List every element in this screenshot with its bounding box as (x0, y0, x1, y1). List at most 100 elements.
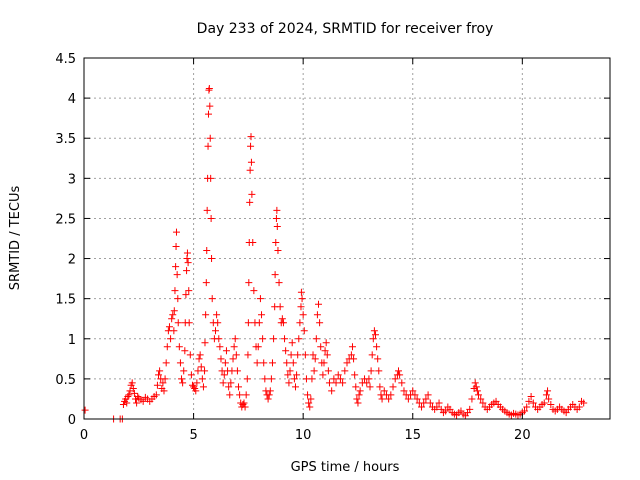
data-point (254, 343, 262, 351)
data-point (479, 399, 487, 407)
data-point (279, 319, 287, 327)
data-point (159, 379, 167, 387)
data-point (201, 367, 209, 375)
data-point (247, 133, 255, 141)
data-point (398, 379, 406, 387)
data-point (380, 387, 388, 395)
data-point (347, 351, 355, 359)
data-point (341, 367, 349, 375)
data-point (194, 367, 202, 375)
data-point (473, 387, 481, 395)
data-point (256, 295, 264, 303)
data-point (246, 198, 254, 206)
data-point (229, 355, 237, 363)
data-point (202, 311, 210, 319)
data-point (220, 371, 228, 379)
data-point (181, 347, 189, 355)
data-point (367, 367, 375, 375)
data-point (468, 395, 476, 403)
data-point (295, 335, 303, 343)
data-point (169, 311, 177, 319)
data-point (307, 395, 315, 403)
data-point (395, 367, 403, 375)
data-point (249, 239, 257, 247)
data-point (206, 134, 214, 142)
data-point (187, 371, 195, 379)
data-point (282, 347, 290, 355)
data-point (306, 403, 314, 411)
data-point (580, 399, 588, 407)
data-point (287, 351, 295, 359)
data-point (544, 387, 552, 395)
data-point (195, 355, 203, 363)
data-point (351, 371, 359, 379)
data-point (205, 84, 213, 92)
data-point (172, 243, 180, 251)
data-point (204, 142, 212, 150)
y-tick-label: 3 (68, 172, 76, 187)
data-point (125, 391, 133, 399)
data-point (420, 399, 428, 407)
data-point (284, 371, 292, 379)
data-point (370, 327, 378, 335)
data-point (424, 391, 432, 399)
data-point (290, 375, 298, 383)
data-point (185, 319, 193, 327)
data-point (353, 395, 361, 403)
x-axis-label: GPS time / hours (291, 460, 400, 475)
data-point (471, 379, 479, 387)
x-tick-label: 20 (514, 428, 531, 443)
data-point (348, 343, 356, 351)
data-point (81, 406, 89, 414)
y-tick-label: 2 (68, 253, 76, 268)
data-point (264, 395, 272, 403)
data-point (236, 391, 244, 399)
data-point (174, 295, 182, 303)
data-point (152, 391, 160, 399)
data-point (213, 311, 221, 319)
data-point (472, 383, 480, 391)
data-point (244, 351, 252, 359)
data-point (328, 387, 336, 395)
data-point (201, 339, 209, 347)
data-point (219, 379, 227, 387)
data-point (162, 359, 170, 367)
data-point (203, 247, 211, 255)
data-point (192, 387, 200, 395)
data-point (336, 375, 344, 383)
data-point (310, 367, 318, 375)
data-point (247, 158, 255, 166)
data-point (203, 206, 211, 214)
data-point (185, 287, 193, 295)
data-point (173, 271, 181, 279)
data-point (171, 287, 179, 295)
data-point (243, 375, 251, 383)
data-point (322, 339, 330, 347)
data-point (232, 351, 240, 359)
x-tick-label: 15 (404, 428, 421, 443)
data-point (206, 102, 214, 110)
data-point (266, 387, 274, 395)
data-point (128, 379, 136, 387)
data-point (304, 391, 312, 399)
data-point (184, 259, 192, 267)
data-point (475, 391, 482, 399)
data-point (320, 359, 328, 367)
data-point (332, 379, 340, 387)
data-point (354, 399, 362, 407)
data-point (215, 335, 223, 343)
data-point (245, 279, 253, 287)
data-point (525, 397, 533, 405)
data-point (334, 371, 342, 379)
data-point (365, 375, 373, 383)
data-point (170, 327, 178, 335)
data-point (214, 319, 222, 327)
data-point (418, 403, 426, 411)
data-point (288, 339, 296, 347)
data-point (259, 335, 267, 343)
data-point (168, 315, 176, 323)
data-point (247, 142, 255, 150)
chart-title: Day 233 of 2024, SRMTID for receiver fro… (197, 21, 494, 37)
y-tick-label: 4.5 (55, 52, 76, 67)
data-point (172, 263, 180, 271)
